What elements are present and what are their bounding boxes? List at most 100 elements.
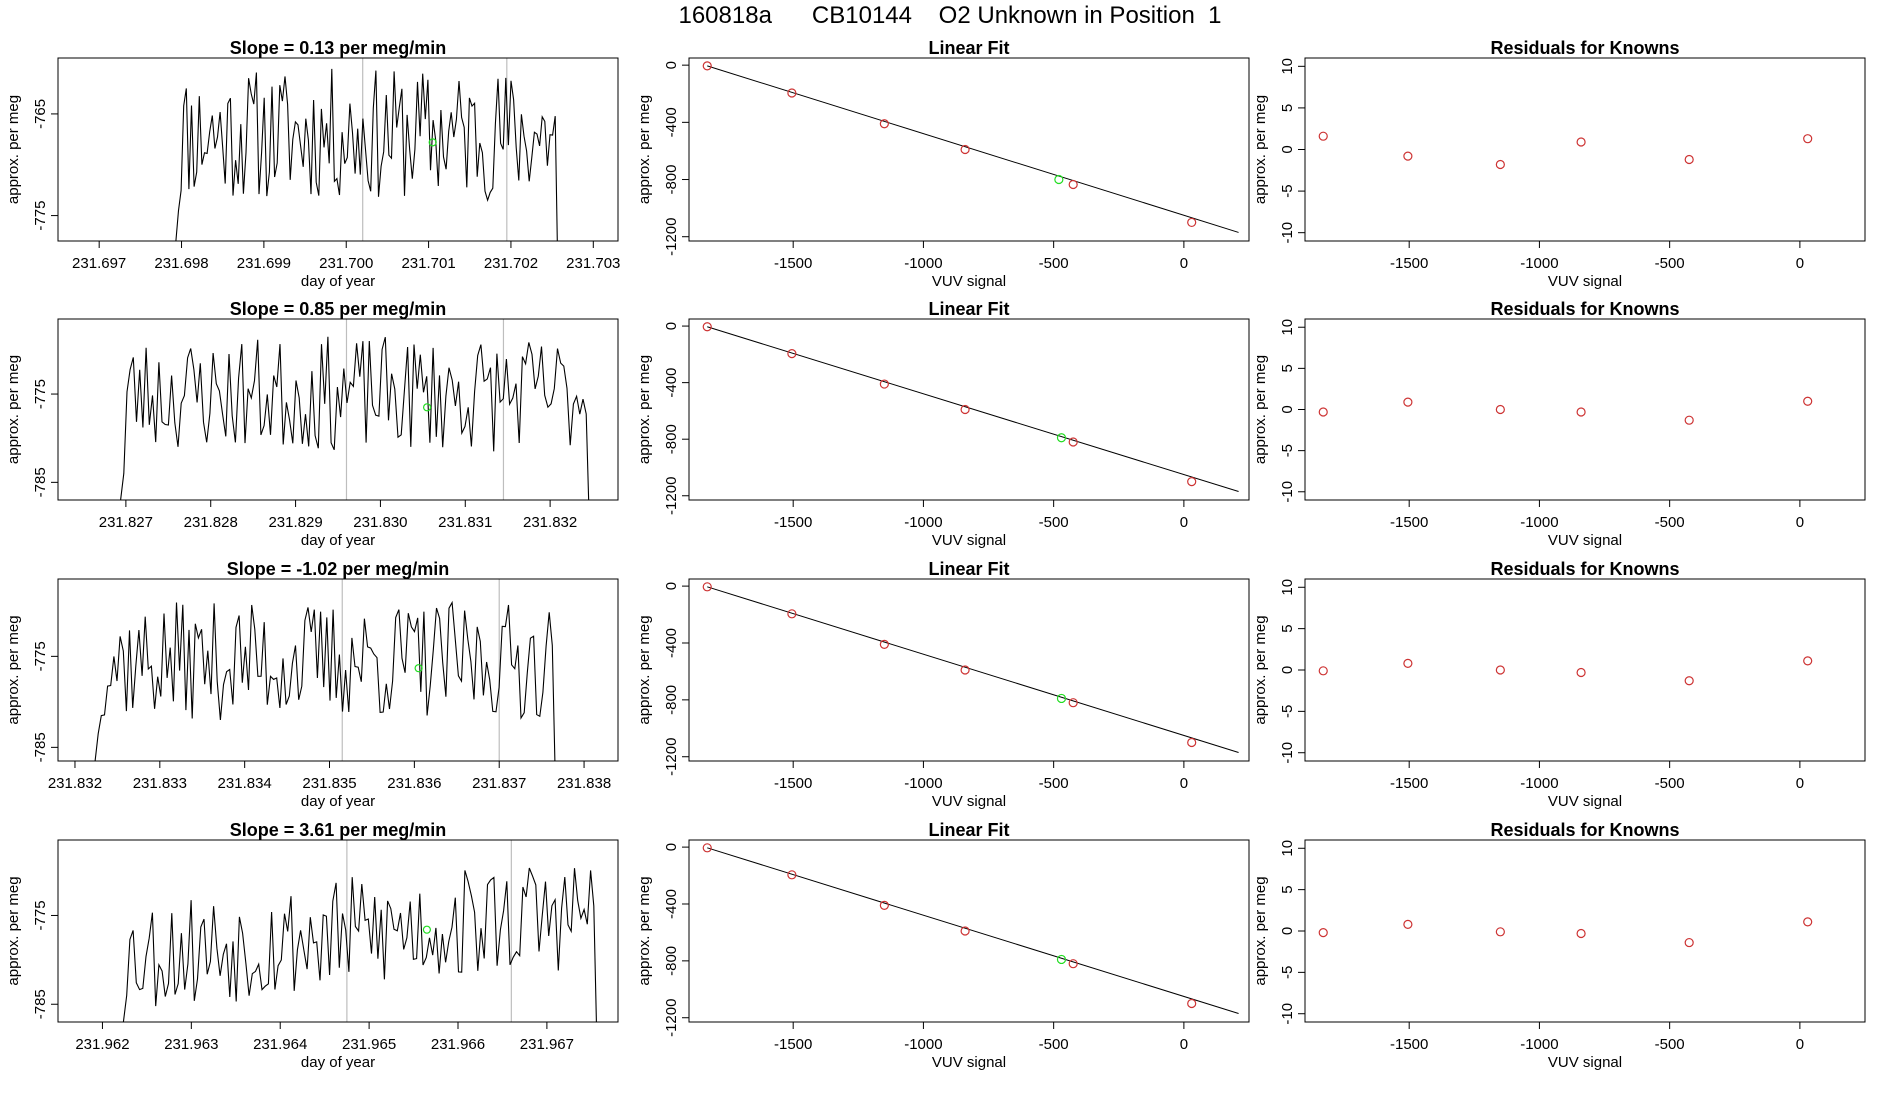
x-tick-label: 231.835 <box>302 775 356 792</box>
fit-line <box>707 326 1239 492</box>
y-tick-label: 10 <box>1279 58 1296 75</box>
y-tick-label: -5 <box>1279 705 1296 718</box>
chart-title: Slope = 0.13 per meg/min <box>230 38 447 58</box>
plot-area <box>1318 131 1813 170</box>
known-point <box>1187 737 1197 748</box>
known-point <box>879 379 889 389</box>
residual-point <box>1684 937 1694 948</box>
x-tick-label: 231.965 <box>342 1036 396 1053</box>
known-point <box>1068 179 1078 190</box>
known-point <box>879 900 889 911</box>
x-tick-label: 231.699 <box>237 255 291 272</box>
plot-area <box>1318 396 1813 425</box>
x-axis-label: VUV signal <box>1548 793 1622 810</box>
known-point <box>787 609 797 619</box>
y-tick-label: -5 <box>1279 184 1296 197</box>
y-axis-label: approx. per meg <box>5 355 22 464</box>
x-tick-label: 0 <box>1180 255 1188 272</box>
known-point <box>702 582 712 592</box>
y-tick-label: 10 <box>1279 840 1296 857</box>
x-axis-label: VUV signal <box>1548 273 1622 290</box>
y-tick-label: -775 <box>32 641 49 671</box>
x-tick-label: -1000 <box>904 775 942 792</box>
x-tick-label: 231.703 <box>566 255 620 272</box>
x-tick-label: 0 <box>1796 1036 1804 1053</box>
y-axis-label: approx. per meg <box>1252 615 1269 724</box>
panel-linearfit-3: Linear Fit -1500 -1000 -500 0 0 -400 -800 -1200 V… <box>636 559 1250 810</box>
residual-point <box>1403 397 1413 407</box>
known-point <box>787 88 797 98</box>
plot-area <box>702 582 1239 753</box>
y-tick-label: -800 <box>663 685 680 715</box>
plot-area <box>94 579 556 761</box>
residual-point <box>1576 137 1586 147</box>
plot-area <box>1318 656 1813 686</box>
plot-frame <box>688 318 1250 501</box>
y-axis-label: approx. per meg <box>636 95 653 204</box>
y-tick-label: 0 <box>1279 927 1296 935</box>
residual-point <box>1403 658 1413 668</box>
x-tick-label: -1500 <box>1390 514 1428 531</box>
y-tick-label: -10 <box>1279 222 1296 244</box>
unknown-marker <box>422 403 432 412</box>
x-tick-label: 0 <box>1796 255 1804 272</box>
unknown-marker <box>428 138 437 147</box>
plot-frame <box>688 57 1250 242</box>
residual-point <box>1576 928 1586 939</box>
x-tick-label: -1500 <box>1390 255 1428 272</box>
x-tick-label: 231.963 <box>164 1036 218 1053</box>
y-axis-label: approx. per meg <box>636 615 653 724</box>
known-point <box>960 404 970 415</box>
y-tick-label: -775 <box>32 379 49 409</box>
y-tick-label: -765 <box>32 99 49 129</box>
x-tick-label: 231.832 <box>523 514 577 531</box>
y-tick-label: -785 <box>32 732 49 762</box>
chart-title: Linear Fit <box>928 820 1009 840</box>
x-tick-label: -1000 <box>904 255 942 272</box>
plot-area <box>122 840 597 1022</box>
x-tick-label: -500 <box>1039 514 1069 531</box>
x-tick-label: -1500 <box>1390 775 1428 792</box>
y-axis-label: approx. per meg <box>5 615 22 724</box>
residual-point <box>1318 928 1328 938</box>
panel-residuals-2: Residuals for Knowns -1500 -1000 -500 0 10 5 0 -… <box>1252 299 1866 549</box>
known-point <box>960 665 970 675</box>
known-point <box>1068 437 1078 447</box>
panel-timeseries-3: Slope = -1.02 per meg/min 231.832 231.833 2… <box>5 559 619 810</box>
x-tick-label: 231.831 <box>438 514 492 531</box>
y-tick-label: -400 <box>663 107 680 137</box>
chart-title: Slope = 3.61 per meg/min <box>230 820 447 840</box>
x-tick-label: 0 <box>1180 1036 1188 1053</box>
data-line <box>94 600 556 761</box>
plot-frame <box>57 57 619 242</box>
y-tick-label: 0 <box>663 61 680 69</box>
y-tick-label: 0 <box>1279 145 1296 153</box>
x-axis-label: day of year <box>301 273 375 290</box>
panel-linearfit-1: Linear Fit -1500 -1000 -500 0 0 -400 -800 -1200 V… <box>636 38 1250 290</box>
y-tick-label: -800 <box>663 946 680 976</box>
known-point <box>1187 477 1197 487</box>
x-tick-label: -1500 <box>1390 1036 1428 1053</box>
x-tick-label: -1000 <box>1520 1036 1558 1053</box>
known-point <box>879 639 889 650</box>
residual-point <box>1803 656 1813 666</box>
y-tick-label: -800 <box>663 424 680 454</box>
plot-frame <box>57 578 619 762</box>
chart-title: Linear Fit <box>928 559 1009 579</box>
y-tick-label: -5 <box>1279 966 1296 979</box>
unknown-marker <box>422 925 431 934</box>
fit-line <box>707 847 1239 1014</box>
x-tick-label: -1000 <box>904 514 942 531</box>
x-tick-label: -1000 <box>1520 775 1558 792</box>
residual-point <box>1684 154 1694 165</box>
x-tick-label: 231.964 <box>253 1036 307 1053</box>
x-axis-label: VUV signal <box>932 793 1006 810</box>
y-tick-label: 10 <box>1279 579 1296 596</box>
y-axis-label: approx. per meg <box>636 876 653 985</box>
y-tick-label: -1200 <box>663 218 680 256</box>
y-tick-label: -775 <box>32 900 49 930</box>
panel-timeseries-1: Slope = 0.13 per meg/min 231.697 231.698 23… <box>5 38 620 290</box>
x-tick-label: 231.832 <box>48 775 102 792</box>
x-tick-label: -1500 <box>774 1036 812 1053</box>
y-axis-label: approx. per meg <box>636 355 653 464</box>
